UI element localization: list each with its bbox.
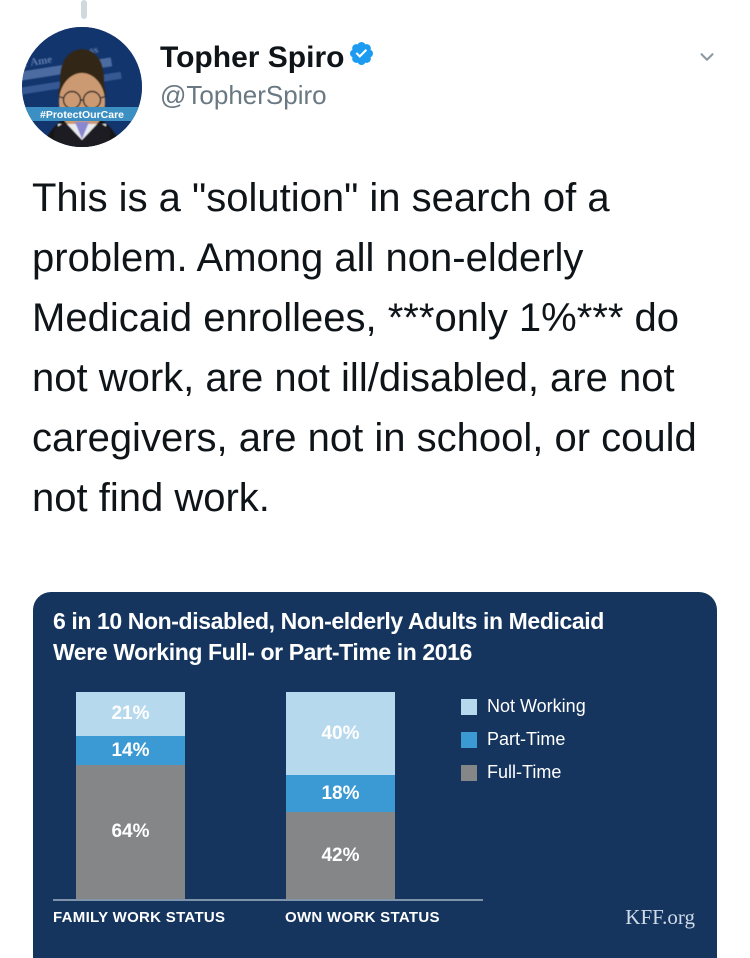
- svg-text:#ProtectOurCare: #ProtectOurCare: [40, 109, 124, 121]
